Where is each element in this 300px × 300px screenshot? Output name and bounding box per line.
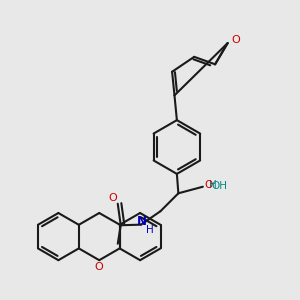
Text: O: O xyxy=(108,194,117,203)
Text: H: H xyxy=(146,225,153,235)
Text: N: N xyxy=(137,215,147,228)
Text: H: H xyxy=(208,180,216,190)
Text: O: O xyxy=(204,180,212,190)
Text: O: O xyxy=(232,35,240,45)
Text: O: O xyxy=(95,262,103,272)
Text: OH: OH xyxy=(212,181,228,190)
